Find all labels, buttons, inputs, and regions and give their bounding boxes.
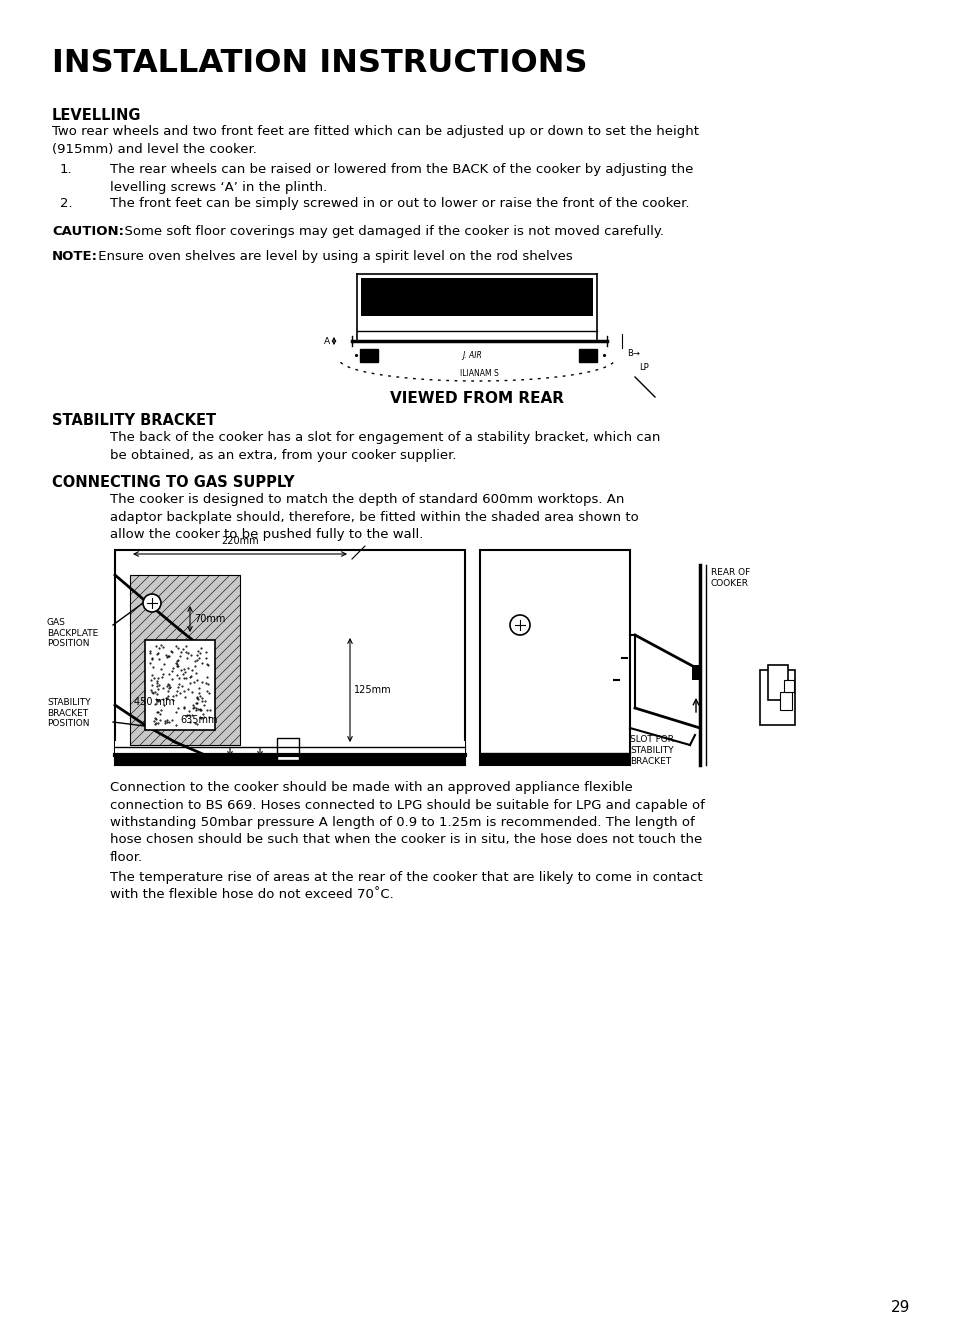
Bar (115, 754, 464, 766)
Text: REAR OF
COOKER: REAR OF COOKER (710, 568, 749, 588)
Text: 1.: 1. (60, 163, 72, 176)
Bar (479, 754, 629, 766)
Text: ILIANAM S: ILIANAM S (459, 369, 497, 378)
Text: 2.: 2. (60, 196, 72, 210)
Bar (130, 574, 240, 745)
Text: 125mm: 125mm (354, 685, 392, 695)
Text: GAS
BACKPLATE
POSITION: GAS BACKPLATE POSITION (47, 619, 98, 648)
Bar (145, 640, 214, 729)
Bar (479, 550, 629, 766)
Text: J. AIR: J. AIR (461, 351, 481, 361)
Circle shape (143, 595, 161, 612)
Text: SLOT FOR
STABILITY
BRACKET: SLOT FOR STABILITY BRACKET (629, 735, 673, 766)
Text: 29: 29 (890, 1300, 909, 1315)
Bar (115, 741, 464, 754)
Bar (760, 669, 794, 725)
Bar (276, 737, 298, 760)
Text: 450 mm: 450 mm (133, 697, 174, 707)
Text: B→: B→ (626, 350, 639, 358)
Text: The back of the cooker has a slot for engagement of a stability bracket, which c: The back of the cooker has a slot for en… (110, 432, 659, 461)
Text: Two rear wheels and two front feet are fitted which can be adjusted up or down t: Two rear wheels and two front feet are f… (52, 126, 699, 155)
Bar (115, 550, 464, 766)
Text: Some soft floor coverings may get damaged if the cooker is not moved carefully.: Some soft floor coverings may get damage… (116, 224, 663, 238)
Text: Ensure oven shelves are level by using a spirit level on the rod shelves: Ensure oven shelves are level by using a… (94, 250, 572, 263)
Text: Connection to the cooker should be made with an approved appliance flexible
conn: Connection to the cooker should be made … (110, 782, 704, 864)
Circle shape (510, 615, 530, 635)
Text: CONNECTING TO GAS SUPPLY: CONNECTING TO GAS SUPPLY (52, 476, 294, 490)
Text: A: A (323, 337, 330, 346)
Bar (767, 665, 787, 700)
Bar (780, 692, 791, 709)
Text: 70mm: 70mm (193, 615, 225, 624)
Bar (359, 349, 377, 362)
Text: The front feet can be simply screwed in or out to lower or raise the front of th: The front feet can be simply screwed in … (110, 196, 689, 210)
Bar (783, 680, 793, 692)
Text: CAUTION:: CAUTION: (52, 224, 124, 238)
Text: 220mm: 220mm (221, 536, 258, 546)
Text: VIEWED FROM REAR: VIEWED FROM REAR (390, 391, 563, 406)
Text: The cooker is designed to match the depth of standard 600mm worktops. An
adaptor: The cooker is designed to match the dept… (110, 493, 639, 541)
Text: NOTE:: NOTE: (52, 250, 98, 263)
Bar (360, 278, 593, 317)
Text: LEVELLING: LEVELLING (52, 108, 141, 123)
Text: STABILITY
BRACKET
POSITION: STABILITY BRACKET POSITION (47, 697, 91, 728)
Text: 635mm: 635mm (180, 715, 217, 725)
Text: The rear wheels can be raised or lowered from the BACK of the cooker by adjustin: The rear wheels can be raised or lowered… (110, 163, 693, 194)
Bar (578, 349, 597, 362)
Text: The temperature rise of areas at the rear of the cooker that are likely to come : The temperature rise of areas at the rea… (110, 871, 702, 902)
Text: LP: LP (639, 363, 648, 373)
Bar (691, 665, 700, 680)
Text: INSTALLATION INSTRUCTIONS: INSTALLATION INSTRUCTIONS (52, 48, 587, 79)
Text: STABILITY BRACKET: STABILITY BRACKET (52, 413, 216, 428)
